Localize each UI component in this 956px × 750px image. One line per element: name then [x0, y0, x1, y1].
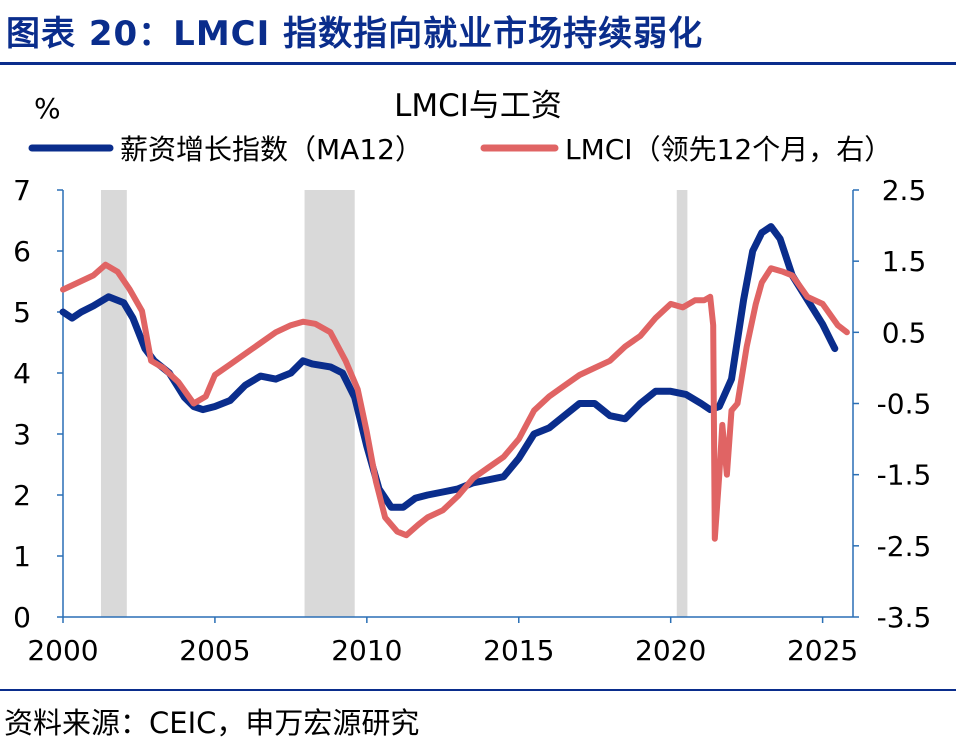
- wage-index-line: [59, 223, 839, 511]
- right-tick-label: 2.5: [882, 174, 927, 207]
- lmci-line: [60, 261, 850, 542]
- left-axis-unit: %: [34, 92, 61, 125]
- x-tick-label: 2010: [331, 634, 402, 667]
- right-tick-label: -3.5: [877, 601, 932, 634]
- right-tick-label: -1.5: [877, 459, 932, 492]
- legend-label-wage: 薪资增长指数（MA12）: [120, 133, 423, 166]
- left-tick-label: 6: [13, 235, 31, 268]
- right-tick-label: 1.5: [882, 245, 927, 278]
- figure-title: 图表 20：LMCI 指数指向就业市场持续弱化: [6, 14, 704, 54]
- title-divider: [0, 62, 956, 65]
- axes: 0 1 2 3 4 5 6 7 2.5 1.5 0.5 -0.5 -1.5 -2.5 -3.5 2000 200…: [13, 174, 931, 667]
- x-tick-label: 2025: [787, 634, 858, 667]
- left-tick-label: 1: [13, 540, 31, 573]
- chart-title: LMCI与工资: [394, 88, 562, 124]
- left-tick-label: 5: [13, 296, 31, 329]
- x-tick-label: 2005: [179, 634, 250, 667]
- left-tick-label: 7: [13, 174, 31, 207]
- right-tick-label: -2.5: [877, 530, 932, 563]
- recession-band-1: [304, 190, 355, 617]
- recession-band-2: [676, 190, 688, 617]
- lmci-wage-chart: 0 1 2 3 4 5 6 7 2.5 1.5 0.5 -0.5 -1.5 -2.5 -3.5 2000 200…: [13, 88, 931, 667]
- x-tick-label: 2000: [27, 634, 98, 667]
- source-note: 资料来源：CEIC，申万宏源研究: [4, 706, 420, 740]
- series-lines: [59, 223, 850, 542]
- left-tick-label: 4: [13, 357, 31, 390]
- recession-bands: [100, 190, 688, 617]
- left-tick-label: 2: [13, 479, 31, 512]
- left-tick-label: 3: [13, 418, 31, 451]
- recession-band-0: [100, 190, 127, 617]
- legend-label-lmci: LMCI（领先12个月，右）: [565, 133, 892, 166]
- source-divider: [0, 689, 956, 691]
- right-tick-label: 0.5: [882, 316, 927, 349]
- x-tick-label: 2015: [483, 634, 554, 667]
- left-tick-label: 0: [13, 601, 31, 634]
- x-tick-label: 2020: [635, 634, 706, 667]
- right-tick-label: -0.5: [877, 388, 932, 421]
